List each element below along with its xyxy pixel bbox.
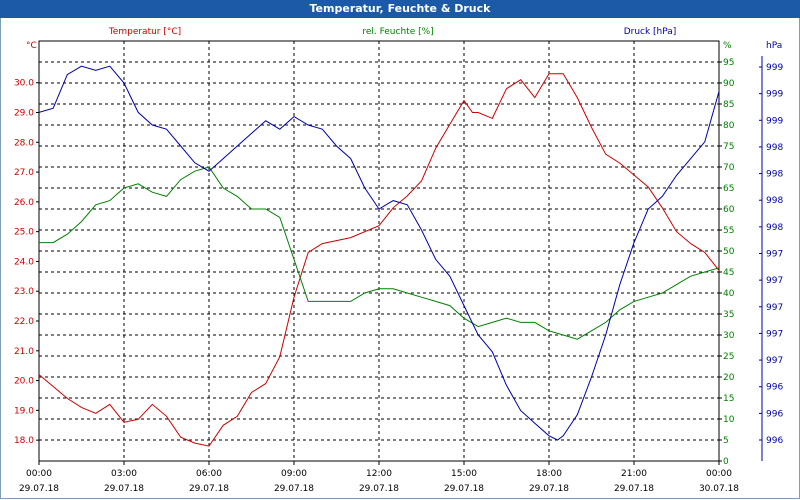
x-date-label: 29.07.18 [19, 484, 59, 494]
x-date-label: 29.07.18 [104, 484, 144, 494]
legend-humidity: rel. Feuchte [%] [362, 27, 433, 37]
y-mid-tick-label: 85 [723, 100, 734, 110]
y-right-tick-label: 997 [766, 356, 783, 366]
y-mid-tick-label: 15 [723, 394, 734, 404]
y-right-unit: hPa [766, 41, 782, 51]
y-right-tick-label: 998 [766, 223, 783, 233]
x-tick-label: 06:00 [196, 469, 222, 479]
y-left-unit: °C [26, 41, 37, 51]
y-right-tick-label: 998 [766, 170, 783, 180]
y-right-tick-label: 997 [766, 250, 783, 260]
y-mid-tick-label: 20 [723, 373, 735, 383]
y-mid-tick-label: 10 [723, 415, 735, 425]
y-mid-tick-label: 70 [723, 163, 735, 173]
y-left-tick-label: 26.0 [14, 198, 34, 208]
y-right-tick-label: 996 [766, 383, 783, 393]
y-mid-tick-label: 80 [723, 121, 735, 131]
x-tick-label: 00:00 [706, 469, 732, 479]
x-date-label: 29.07.18 [189, 484, 229, 494]
y-mid-tick-label: 90 [723, 79, 735, 89]
y-mid-tick-label: 95 [723, 58, 734, 68]
y-mid-tick-label: 25 [723, 352, 734, 362]
x-date-label: 29.07.18 [444, 484, 484, 494]
legend-temperature: Temperatur [°C] [108, 27, 181, 37]
y-mid-tick-label: 0 [723, 457, 729, 467]
y-mid-unit: % [723, 41, 732, 51]
y-mid-tick-label: 30 [723, 331, 735, 341]
x-tick-label: 03:00 [111, 469, 137, 479]
x-date-label: 29.07.18 [359, 484, 399, 494]
x-tick-label: 18:00 [536, 469, 562, 479]
y-left-tick-label: 22.0 [14, 317, 34, 327]
y-right-tick-label: 996 [766, 436, 783, 446]
y-left-tick-label: 19.0 [14, 406, 34, 416]
x-tick-label: 09:00 [281, 469, 307, 479]
y-left-tick-label: 27.0 [14, 168, 34, 178]
x-tick-label: 15:00 [451, 469, 477, 479]
y-mid-tick-label: 55 [723, 226, 734, 236]
x-tick-label: 12:00 [366, 469, 392, 479]
y-mid-tick-label: 45 [723, 268, 734, 278]
y-left-tick-label: 24.0 [14, 257, 34, 267]
y-left-tick-label: 29.0 [14, 108, 34, 118]
x-date-label: 29.07.18 [274, 484, 314, 494]
x-tick-label: 21:00 [621, 469, 647, 479]
series-line [38, 65, 720, 441]
y-right-tick-label: 996 [766, 409, 783, 419]
y-right-tick-label: 999 [766, 116, 783, 126]
y-right-tick-label: 997 [766, 303, 783, 313]
window-title: Temperatur, Feuchte & Druck [0, 0, 800, 18]
y-right-tick-label: 998 [766, 143, 783, 153]
y-left-tick-label: 23.0 [14, 287, 34, 297]
y-right-tick-label: 999 [766, 63, 783, 73]
y-mid-tick-label: 60 [723, 205, 735, 215]
x-date-label: 30.07.18 [699, 484, 739, 494]
y-left-tick-label: 30.0 [14, 79, 34, 89]
y-right-tick-label: 997 [766, 276, 783, 286]
series-line [38, 73, 720, 447]
y-left-tick-label: 25.0 [14, 228, 34, 238]
y-mid-tick-label: 35 [723, 310, 734, 320]
y-left-tick-label: 21.0 [14, 347, 34, 357]
y-left-tick-label: 20.0 [14, 377, 34, 387]
y-left-tick-label: 28.0 [14, 138, 34, 148]
y-mid-tick-label: 40 [723, 289, 735, 299]
y-mid-tick-label: 50 [723, 247, 735, 257]
y-mid-tick-label: 5 [723, 436, 729, 446]
x-tick-label: 00:00 [26, 469, 52, 479]
x-date-label: 29.07.18 [614, 484, 654, 494]
y-right-tick-label: 998 [766, 196, 783, 206]
y-mid-tick-label: 75 [723, 142, 734, 152]
y-left-tick-label: 18.0 [14, 436, 34, 446]
y-mid-tick-label: 65 [723, 184, 734, 194]
x-date-label: 29.07.18 [529, 484, 569, 494]
y-right-tick-label: 997 [766, 329, 783, 339]
y-right-tick-label: 999 [766, 90, 783, 100]
legend-pressure: Druck [hPa] [624, 27, 677, 37]
series-line [39, 166, 720, 340]
